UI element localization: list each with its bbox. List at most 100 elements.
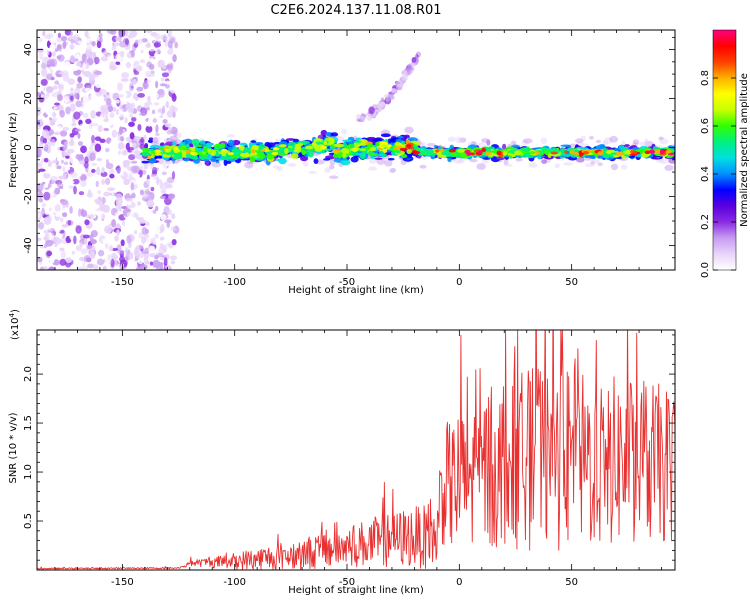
heatmap-cell [76, 82, 84, 89]
heatmap-cell [127, 201, 132, 206]
heatmap-cell [359, 153, 366, 160]
x-tick-label: 0 [456, 577, 462, 588]
heatmap-cell [37, 213, 41, 218]
heatmap-cell [174, 131, 182, 139]
heatmap-cell [423, 148, 434, 156]
heatmap-cell [521, 147, 532, 152]
heatmap-cell [96, 166, 101, 176]
heatmap-cell [297, 142, 304, 147]
heatmap-cell [161, 34, 168, 41]
heatmap-cell [107, 105, 114, 112]
heatmap-cell [597, 162, 603, 166]
heatmap-cell [447, 136, 457, 142]
heatmap-cell [157, 202, 163, 208]
heatmap-cell [174, 154, 185, 157]
heatmap-cell [40, 78, 48, 86]
heatmap-cell [560, 144, 572, 148]
heatmap-cell [416, 149, 425, 156]
heatmap-cell [56, 183, 64, 188]
heatmap-cell [89, 152, 96, 162]
heatmap-cell [70, 87, 74, 92]
heatmap-cell [502, 151, 508, 156]
x-tick-label: -150 [111, 577, 134, 588]
heatmap-cell [164, 39, 169, 47]
heatmap-cell [658, 136, 664, 141]
heatmap-cell [69, 55, 76, 63]
heatmap-cell [115, 223, 121, 229]
heatmap-cell [63, 161, 69, 166]
heatmap-cell [54, 80, 60, 85]
heatmap-cell [133, 173, 140, 179]
heatmap-cell [96, 176, 102, 181]
y-tick-label: -20 [23, 188, 34, 204]
heatmap-cell [390, 167, 397, 173]
heatmap-cell [69, 155, 77, 164]
heatmap-cell [74, 92, 80, 100]
heatmap-cell [105, 162, 114, 170]
heatmap-cell [81, 197, 90, 204]
heatmap-cell [73, 34, 80, 39]
heatmap-cell [146, 42, 151, 48]
colorbar-tick-label: 0.4 [700, 166, 711, 182]
heatmap-cell [117, 249, 125, 255]
heatmap-cell [240, 152, 247, 158]
heatmap-cell [47, 214, 52, 223]
heatmap-cell [147, 48, 156, 52]
heatmap-cell [152, 259, 161, 268]
heatmap-cell [278, 144, 287, 148]
heatmap-cell [146, 30, 152, 34]
heatmap-cell [257, 152, 264, 157]
heatmap-cell [41, 202, 47, 208]
heatmap-cell [37, 182, 44, 192]
heatmap-cell [111, 219, 117, 228]
heatmap-cell [496, 157, 506, 160]
heatmap-cell [541, 159, 547, 164]
heatmap-cell [100, 96, 105, 101]
heatmap-cell [404, 126, 414, 134]
heatmap-cell [244, 146, 249, 154]
heatmap-cell [137, 258, 144, 265]
y-tick-label: 20 [23, 92, 34, 105]
heatmap-cell [75, 40, 79, 45]
heatmap-cell [46, 49, 50, 56]
heatmap-cell [632, 139, 640, 145]
heatmap-cell [149, 261, 154, 266]
colorbar-tick-label: 0.6 [700, 118, 711, 134]
snr-xlabel: Height of straight line (km) [288, 585, 424, 596]
heatmap-cell [169, 85, 178, 94]
heatmap-cell [121, 220, 126, 227]
heatmap-cell [171, 106, 178, 113]
heatmap-cell [115, 197, 123, 206]
heatmap-cell [457, 158, 465, 164]
heatmap-cell [86, 192, 94, 198]
heatmap-cell [38, 37, 43, 43]
heatmap-cell [43, 157, 49, 163]
heatmap-cell [149, 191, 155, 201]
heatmap-cell [111, 45, 117, 51]
heatmap-cell [127, 125, 131, 131]
heatmap-cell [155, 248, 159, 254]
heatmap-cell [139, 144, 145, 150]
heatmap-cell [64, 247, 72, 252]
heatmap-cell [72, 204, 80, 211]
heatmap-cell [154, 33, 162, 40]
heatmap-cell [589, 135, 594, 140]
heatmap-cell [155, 187, 159, 195]
heatmap-cell [77, 141, 84, 146]
heatmap-cell [166, 130, 173, 135]
heatmap-cell [90, 230, 98, 238]
heatmap-cell [131, 262, 138, 270]
heatmap-cell [65, 155, 70, 159]
heatmap-cell [133, 248, 140, 257]
heatmap-cell [133, 136, 142, 142]
heatmap-cell [244, 161, 254, 169]
heatmap-cell [668, 157, 675, 164]
heatmap-cell [354, 148, 359, 152]
heatmap-cell [79, 160, 85, 165]
heatmap-cell [166, 176, 174, 184]
heatmap-cell [199, 140, 206, 145]
heatmap-cell [57, 83, 63, 90]
heatmap-cell [115, 99, 120, 104]
heatmap-cell [109, 65, 117, 71]
heatmap-cell [45, 107, 54, 116]
